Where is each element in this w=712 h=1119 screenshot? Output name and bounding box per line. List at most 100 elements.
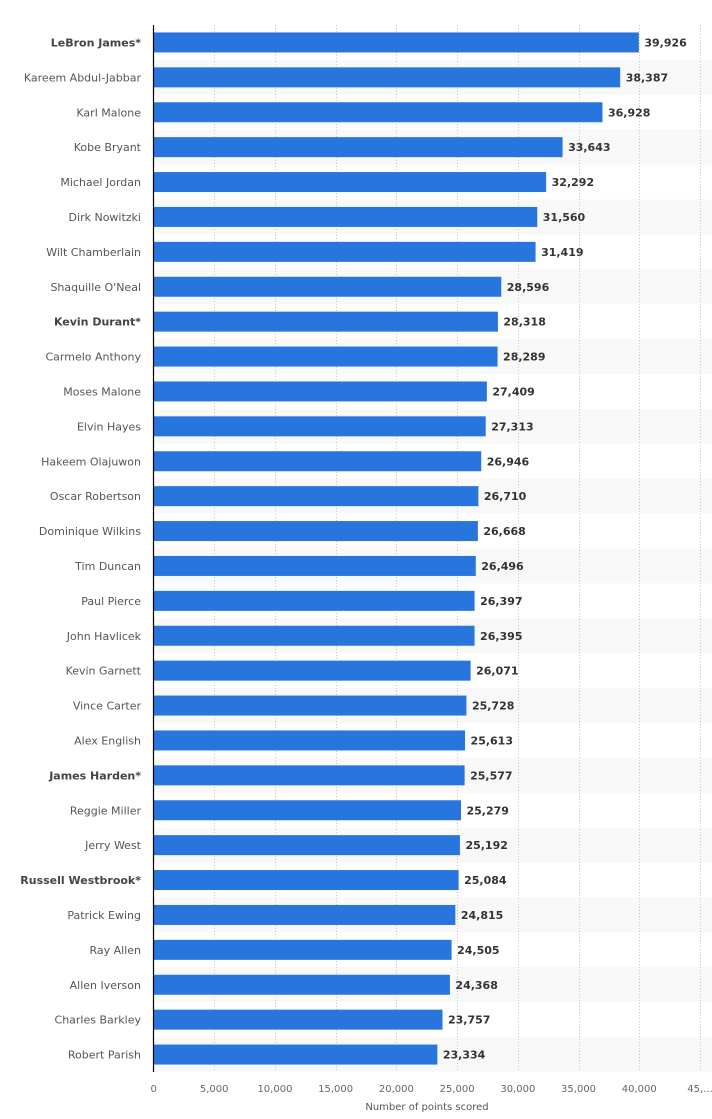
value-label: 24,368: [455, 979, 497, 992]
category-label: John Havlicek: [66, 630, 142, 643]
category-label: Reggie Miller: [70, 804, 142, 817]
category-label: Alex English: [74, 734, 141, 747]
bar[interactable]: [154, 311, 498, 332]
bar[interactable]: [154, 32, 639, 53]
x-tick-label: 15,000: [318, 1084, 353, 1095]
value-label: 26,710: [484, 490, 527, 503]
category-label: Dominique Wilkins: [39, 525, 141, 538]
category-label: Shaquille O'Neal: [50, 281, 141, 294]
bar[interactable]: [154, 974, 450, 995]
value-label: 33,643: [568, 141, 610, 154]
x-tick-label: 0: [151, 1084, 157, 1095]
category-label: Russell Westbrook*: [20, 874, 141, 887]
bar[interactable]: [154, 625, 475, 646]
value-label: 25,613: [471, 734, 513, 747]
bar[interactable]: [154, 381, 487, 402]
value-label: 28,289: [503, 351, 545, 364]
category-label: Hakeem Olajuwon: [41, 455, 141, 468]
category-label: Jerry West: [84, 839, 142, 852]
bar[interactable]: [154, 660, 471, 681]
x-tick-label: 20,000: [379, 1084, 414, 1095]
category-label: Patrick Ewing: [67, 909, 141, 922]
bar[interactable]: [154, 67, 621, 88]
bar[interactable]: [154, 486, 479, 507]
value-label: 39,926: [644, 36, 687, 49]
bar[interactable]: [154, 1044, 438, 1065]
category-label: Tim Duncan: [74, 560, 141, 573]
bars: [154, 32, 639, 1065]
x-tick-label: 35,000: [561, 1084, 596, 1095]
gridlines: [214, 25, 701, 1072]
value-label: 26,946: [487, 455, 530, 468]
x-tick-label: 5,000: [200, 1084, 229, 1095]
bar[interactable]: [154, 102, 603, 123]
category-label: Wilt Chamberlain: [46, 246, 141, 259]
x-tick-label: 40,000: [622, 1084, 657, 1095]
category-label: Elvin Hayes: [77, 420, 141, 433]
value-label: 26,395: [480, 630, 522, 643]
category-label: Moses Malone: [63, 385, 141, 398]
category-label: Kevin Garnett: [66, 665, 142, 678]
category-label: Vince Carter: [73, 700, 142, 713]
bar[interactable]: [154, 346, 498, 367]
value-label: 23,334: [443, 1049, 486, 1062]
x-axis-title: Number of points scored: [365, 1102, 488, 1113]
category-label: Robert Parish: [68, 1049, 141, 1062]
x-tick-label: 45,...: [687, 1084, 712, 1095]
x-tick-labels: 0 5,000 10,000 15,000 20,000 25,000 30,000 35,0…: [151, 1084, 712, 1095]
bar[interactable]: [154, 1009, 443, 1030]
x-tick-label: 30,000: [500, 1084, 535, 1095]
category-label: Michael Jordan: [60, 176, 141, 189]
category-label: Charles Barkley: [55, 1014, 142, 1027]
bar[interactable]: [154, 451, 482, 472]
bar[interactable]: [154, 835, 460, 856]
category-label: Dirk Nowitzki: [69, 211, 141, 224]
value-label: 24,815: [461, 909, 503, 922]
category-label: Paul Pierce: [81, 595, 141, 608]
bar[interactable]: [154, 939, 452, 960]
bar[interactable]: [154, 904, 456, 925]
bar[interactable]: [154, 765, 465, 786]
value-label: 26,397: [480, 595, 522, 608]
bar[interactable]: [154, 521, 478, 542]
value-label: 38,387: [626, 71, 668, 84]
bar[interactable]: [154, 800, 461, 821]
category-label: LeBron James*: [51, 36, 141, 49]
category-label: Karl Malone: [76, 106, 141, 119]
bar[interactable]: [154, 555, 476, 576]
bar[interactable]: [154, 206, 538, 227]
value-label: 25,192: [465, 839, 507, 852]
category-label: Kareem Abdul-Jabbar: [24, 71, 142, 84]
value-label: 26,071: [476, 665, 518, 678]
category-label: Carmelo Anthony: [45, 351, 141, 364]
value-label: 31,419: [541, 246, 583, 259]
value-label: 23,757: [448, 1014, 490, 1027]
bar[interactable]: [154, 730, 466, 751]
value-label: 31,560: [543, 211, 586, 224]
bar[interactable]: [154, 172, 547, 193]
value-label: 25,084: [464, 874, 507, 887]
value-label: 28,596: [507, 281, 550, 294]
value-labels: 39,926 38,387 36,928 33,643 32,292 31,560 31,4…: [443, 36, 687, 1061]
value-label: 24,505: [457, 944, 499, 957]
bar[interactable]: [154, 241, 536, 262]
value-label: 27,409: [492, 385, 534, 398]
bar[interactable]: [154, 416, 486, 437]
bar[interactable]: [154, 870, 459, 891]
value-label: 25,577: [470, 769, 512, 782]
bar[interactable]: [154, 695, 467, 716]
category-labels: LeBron James* Kareem Abdul-Jabbar Karl Mal…: [20, 36, 141, 1061]
category-label: James Harden*: [48, 769, 141, 782]
bar[interactable]: [154, 137, 563, 158]
x-tick-label: 25,000: [440, 1084, 475, 1095]
category-label: Ray Allen: [89, 944, 141, 957]
value-label: 27,313: [491, 420, 533, 433]
bar[interactable]: [154, 276, 502, 297]
category-label: Allen Iverson: [70, 979, 141, 992]
value-label: 26,668: [483, 525, 525, 538]
bar[interactable]: [154, 590, 475, 611]
value-label: 32,292: [552, 176, 594, 189]
value-label: 36,928: [608, 106, 650, 119]
value-label: 28,318: [503, 316, 545, 329]
